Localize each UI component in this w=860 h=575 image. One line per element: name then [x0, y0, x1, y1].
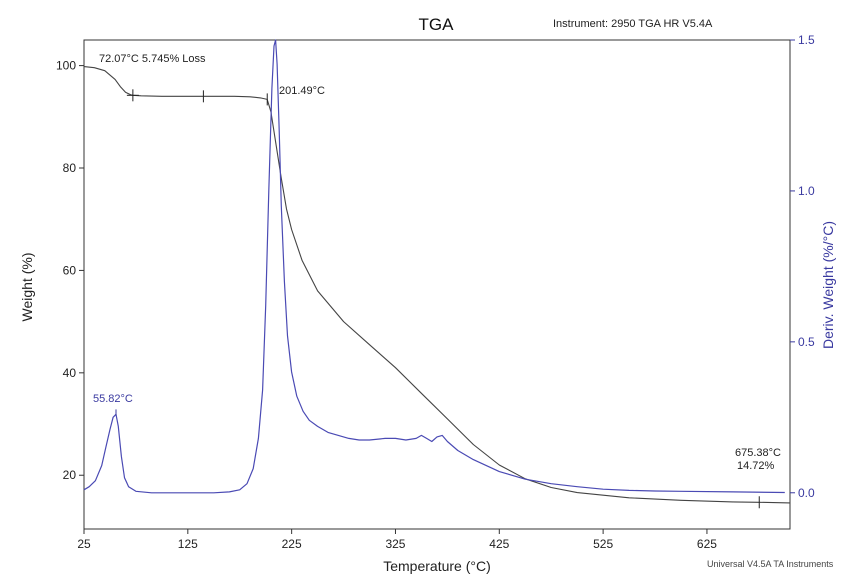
- y-axis-right-title: Deriv. Weight (%/°C): [820, 221, 836, 349]
- annotation-onset: 201.49°C: [279, 85, 325, 97]
- annotation-step1: 72.07°C 5.745% Loss: [99, 53, 206, 65]
- x-tick-label: 25: [77, 537, 91, 551]
- y-right-tick-label: 1.5: [798, 33, 815, 47]
- x-tick-label: 625: [697, 537, 717, 551]
- y-right-tick-label: 1.0: [798, 184, 815, 198]
- weight-curve: [83, 66, 791, 504]
- y-left-tick-label: 100: [56, 59, 76, 73]
- y-left-tick-label: 40: [63, 366, 77, 380]
- x-axis-title: Temperature (°C): [383, 558, 491, 574]
- y-left-tick-label: 60: [63, 263, 77, 277]
- x-tick-label: 525: [593, 537, 613, 551]
- annotation-end-temp: 675.38°C: [735, 447, 781, 459]
- x-tick-label: 425: [489, 537, 509, 551]
- y-right-tick-label: 0.0: [798, 486, 815, 500]
- annotation-peak: 55.82°C: [93, 393, 133, 405]
- instrument-label: Instrument: 2950 TGA HR V5.4A: [553, 18, 713, 30]
- x-tick-label: 325: [385, 537, 405, 551]
- plot-frame: [83, 39, 791, 530]
- deriv-weight-curve: [83, 39, 785, 494]
- y-axis-left-title: Weight (%): [19, 253, 35, 322]
- annotation-end-pct: 14.72%: [737, 460, 775, 472]
- y-left-tick-label: 20: [63, 468, 77, 482]
- software-footer: Universal V4.5A TA Instruments: [707, 559, 834, 569]
- y-left-tick-label: 80: [63, 161, 77, 175]
- x-tick-label: 225: [282, 537, 302, 551]
- x-tick-label: 125: [178, 537, 198, 551]
- chart-title: TGA: [419, 15, 455, 34]
- y-right-tick-label: 0.5: [798, 335, 815, 349]
